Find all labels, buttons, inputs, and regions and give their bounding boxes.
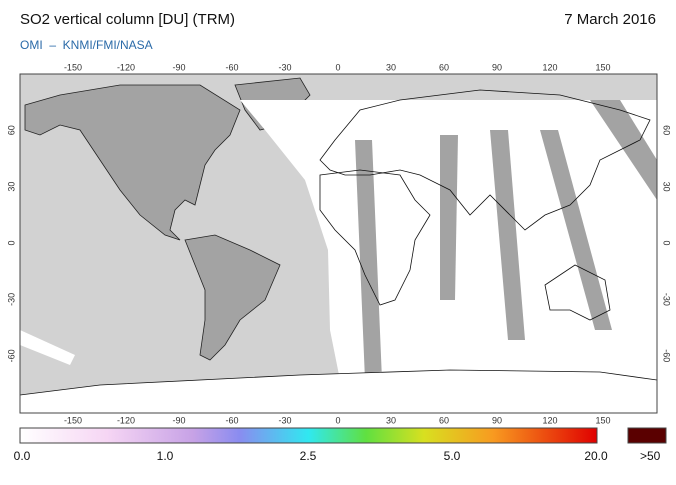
lon-label: -120 — [117, 415, 135, 425]
lon-label: -150 — [64, 415, 82, 425]
lat-label: 30 — [6, 182, 16, 192]
lon-label: 120 — [543, 62, 558, 72]
colorbar-label: 2.5 — [300, 449, 317, 463]
lat-label: -60 — [662, 349, 672, 362]
data-swath — [20, 330, 75, 365]
lon-label: -120 — [117, 62, 135, 72]
lat-label: -60 — [6, 349, 16, 362]
lon-label: 90 — [492, 415, 502, 425]
lat-label: 60 — [662, 125, 672, 135]
lon-label: 30 — [386, 415, 396, 425]
lon-label: -30 — [278, 62, 291, 72]
lon-label: 60 — [439, 415, 449, 425]
colorbar-overflow — [627, 427, 667, 444]
map — [19, 73, 658, 414]
lon-label: -60 — [225, 62, 238, 72]
lon-label: -30 — [278, 415, 291, 425]
colorbar — [19, 427, 598, 444]
lon-label: 0 — [335, 415, 340, 425]
orbit-gap — [355, 100, 657, 380]
lon-label: -90 — [172, 62, 185, 72]
lon-label: -60 — [225, 415, 238, 425]
lon-label: 120 — [543, 415, 558, 425]
lat-label: 0 — [6, 240, 16, 245]
lon-label: -150 — [64, 62, 82, 72]
lat-label: 0 — [662, 240, 672, 245]
coastline — [319, 89, 651, 321]
lon-label: 150 — [596, 62, 611, 72]
title: SO2 vertical column [DU] (TRM) — [20, 11, 235, 28]
colorbar-overflow-label: >50 — [640, 449, 661, 463]
lon-label: 0 — [335, 62, 340, 72]
map-frame — [19, 73, 658, 414]
lon-label: 150 — [596, 415, 611, 425]
lat-label: 60 — [6, 125, 16, 135]
source: OMI – KNMI/FMI/NASA — [20, 38, 153, 52]
colorbar-label: 20.0 — [584, 449, 608, 463]
lat-label: -30 — [662, 293, 672, 306]
date: 7 March 2016 — [564, 11, 656, 28]
lon-label: -90 — [172, 415, 185, 425]
colorbar-label: 5.0 — [444, 449, 461, 463]
lat-label: 30 — [662, 182, 672, 192]
colorbar-label: 1.0 — [157, 449, 174, 463]
lon-label: 90 — [492, 62, 502, 72]
antarctica — [20, 369, 657, 413]
lon-label: 30 — [386, 62, 396, 72]
lat-label: -30 — [6, 293, 16, 306]
colorbar-label: 0.0 — [14, 449, 31, 463]
lon-label: 60 — [439, 62, 449, 72]
